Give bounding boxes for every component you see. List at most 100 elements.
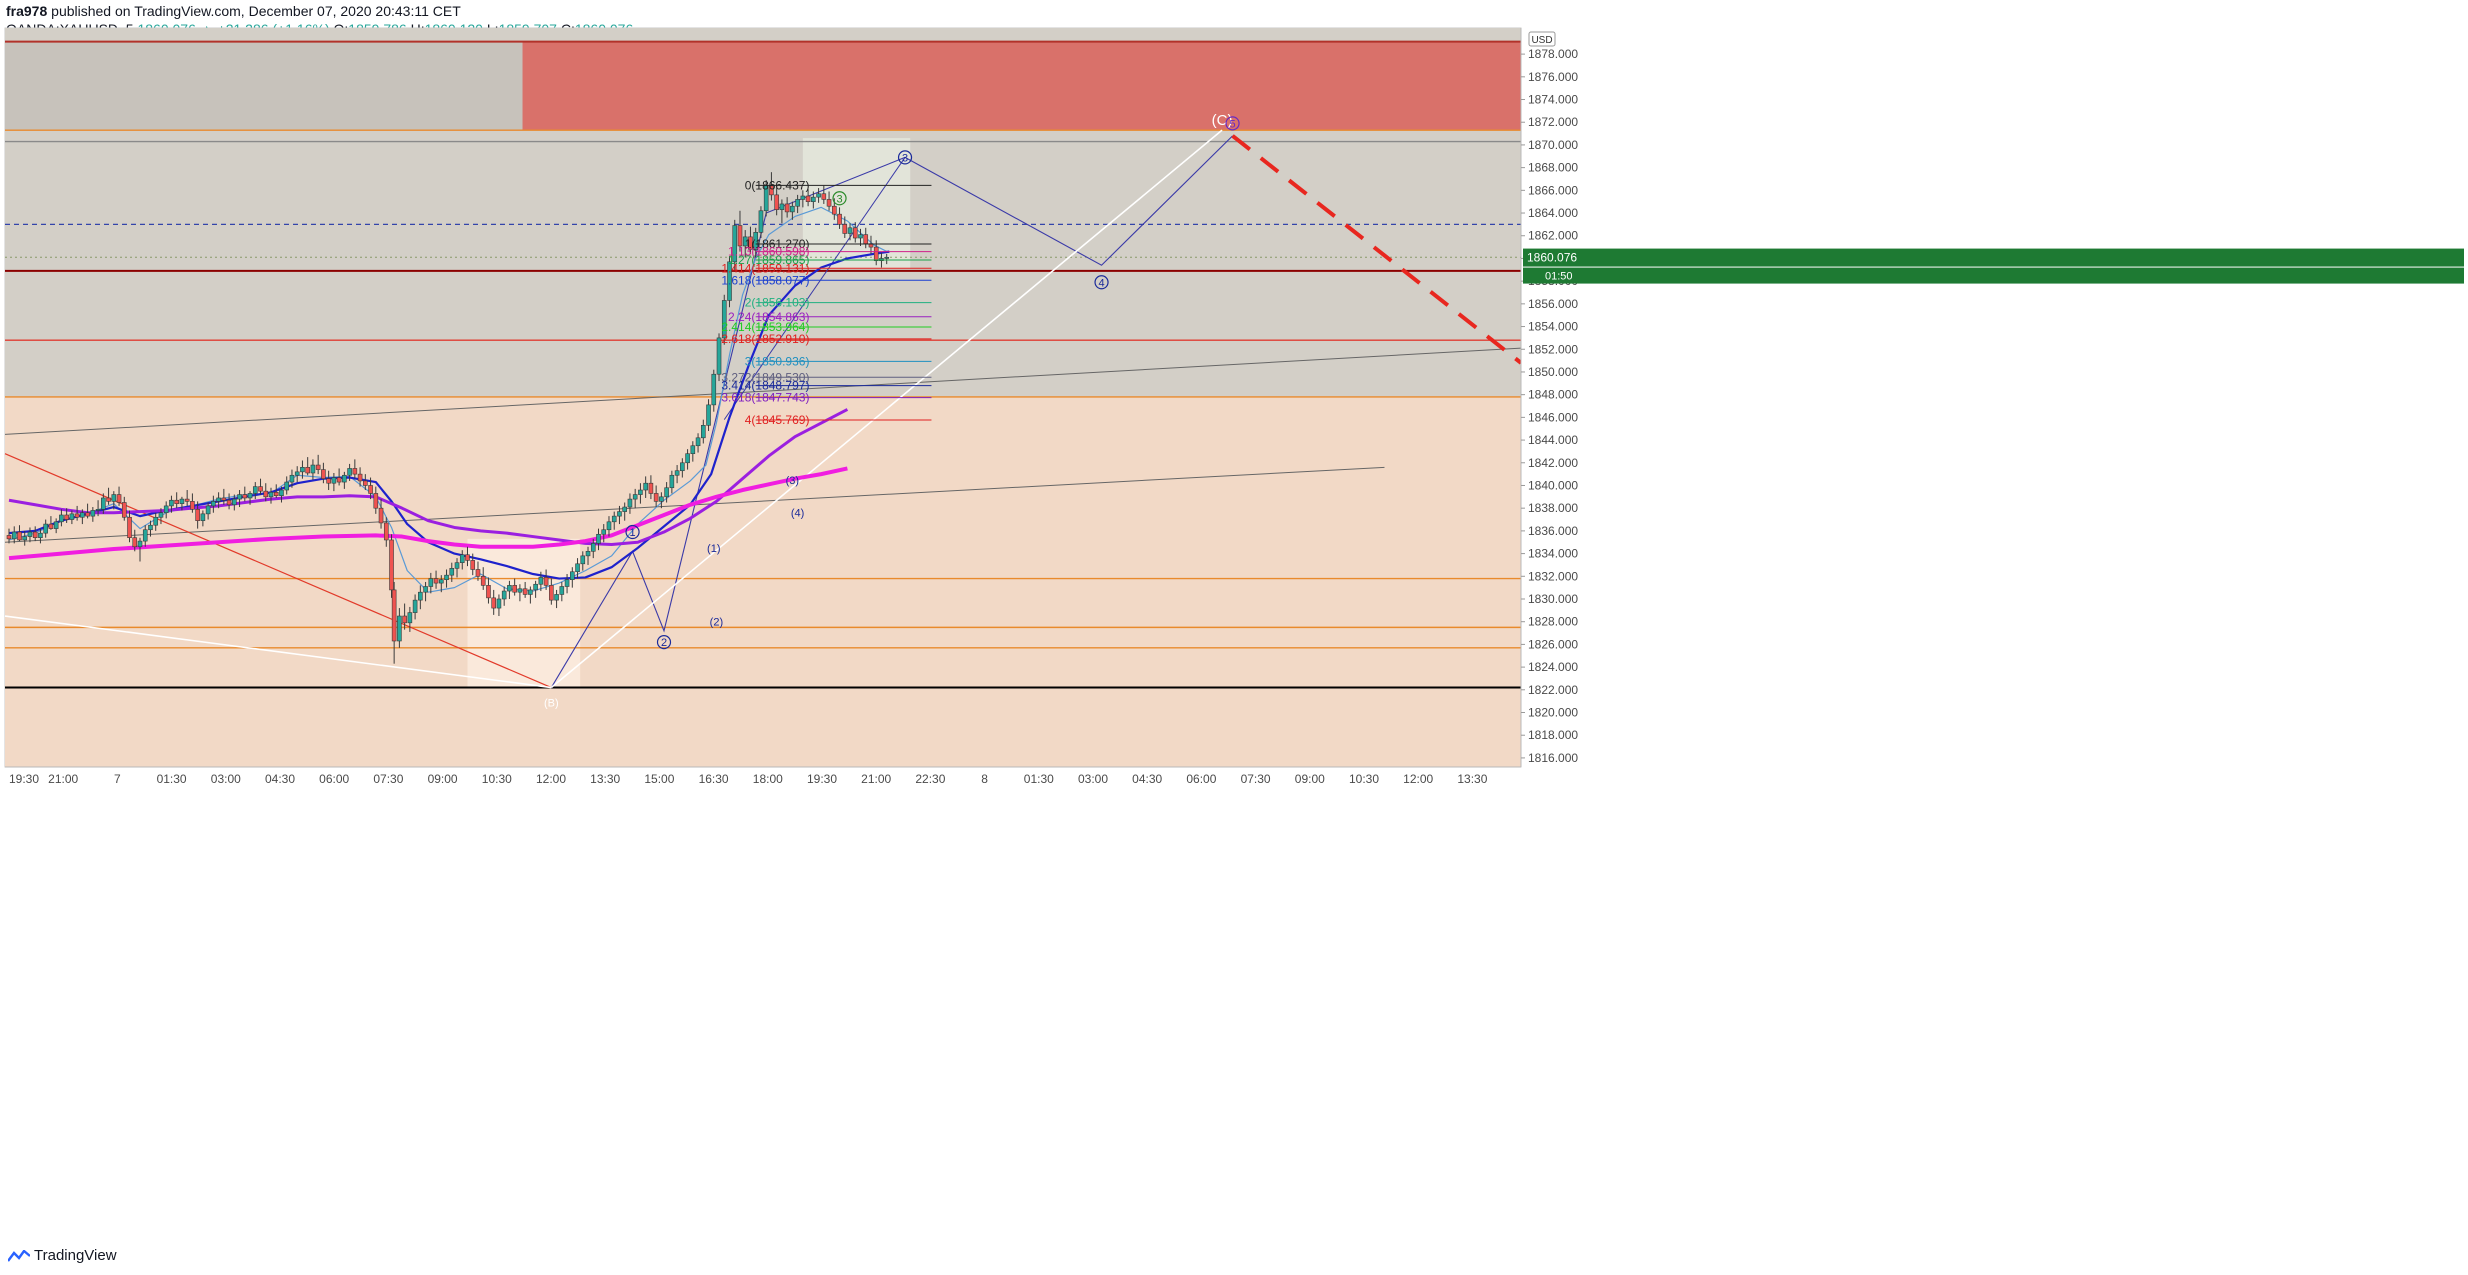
time-tick-label: 13:30 xyxy=(1457,772,1487,786)
time-tick-label: 01:30 xyxy=(1024,772,1054,786)
price-tick-label: 1878.000 xyxy=(1528,47,1578,61)
candle-body xyxy=(402,615,407,624)
candle-body xyxy=(522,588,528,595)
candle-body xyxy=(816,193,821,198)
price-tick-label: 1822.000 xyxy=(1528,683,1578,697)
candle-body xyxy=(590,543,596,552)
candle-body xyxy=(475,569,481,577)
candle-body xyxy=(711,373,717,406)
wave-label: (4) xyxy=(791,508,804,520)
publisher-username[interactable]: fra978 xyxy=(6,3,48,19)
candle-body xyxy=(580,555,586,565)
candle-body xyxy=(226,499,232,506)
candle-body xyxy=(137,540,143,548)
time-tick-label: 04:30 xyxy=(265,772,295,786)
candle-body xyxy=(643,482,648,491)
candle-body xyxy=(622,506,628,512)
candle-body xyxy=(800,195,806,200)
wave-label: 3 xyxy=(836,193,842,205)
candle-body xyxy=(528,589,533,595)
price-tick-label: 1876.000 xyxy=(1528,70,1578,84)
candle-body xyxy=(27,531,33,537)
fib-level-label: 1(1861.270) xyxy=(745,237,810,251)
ma_magenta-line xyxy=(8,466,848,561)
candle-body xyxy=(232,498,237,506)
candle-body xyxy=(559,586,565,595)
price-tick-label: 1830.000 xyxy=(1528,592,1578,606)
price-tick-label: 1846.000 xyxy=(1528,410,1578,424)
axes: 1878.000 1876.000 1874.000 1872.000 1870.000… xyxy=(5,28,2466,786)
candle-body xyxy=(685,453,690,464)
peach-zone xyxy=(5,396,1521,767)
time-tick-label: 15:00 xyxy=(644,772,674,786)
fib-level-label: 1.13(1860.598) xyxy=(728,245,809,259)
candle-body xyxy=(247,493,253,499)
price-tick-label: 1856.000 xyxy=(1528,297,1578,311)
target-box xyxy=(802,138,911,269)
candle-body xyxy=(378,507,384,524)
price-tick-label: 1848.000 xyxy=(1528,388,1578,402)
last-price-tag-label: 1860.076 xyxy=(1527,251,1577,265)
candle-body xyxy=(533,583,538,591)
time-tick-label: 12:00 xyxy=(536,772,566,786)
candle-body xyxy=(69,513,75,520)
candle-body xyxy=(315,464,321,470)
candle-body xyxy=(569,571,575,580)
fib-level-label: 3.618(1847.743) xyxy=(721,391,809,405)
time-tick-label: 7 xyxy=(114,772,121,786)
tradingview-logo[interactable]: TradingView xyxy=(8,1247,117,1264)
candle-body xyxy=(352,468,358,475)
price-tick-label: 1836.000 xyxy=(1528,524,1578,538)
candle-body xyxy=(111,494,117,502)
candle-body xyxy=(64,514,69,520)
candle-body xyxy=(826,199,832,207)
candle-body xyxy=(101,497,106,510)
candle-body xyxy=(179,498,185,504)
white-projection xyxy=(550,129,1223,689)
candle-body xyxy=(310,464,316,474)
candle-body xyxy=(289,474,295,483)
candle-body xyxy=(784,203,790,213)
candle-body xyxy=(95,509,101,511)
candle-body xyxy=(601,529,607,535)
price-tick-label: 1870.000 xyxy=(1528,138,1578,152)
candle-body xyxy=(805,195,811,202)
candle-body xyxy=(38,532,43,538)
fib-level-label: 2.24(1854.863) xyxy=(728,310,809,324)
price-tick-label: 1840.000 xyxy=(1528,478,1578,492)
candle-body xyxy=(237,494,242,500)
price-tick-label: 1816.000 xyxy=(1528,751,1578,765)
currency-box xyxy=(1528,31,1556,47)
candles xyxy=(6,172,890,664)
candle-body xyxy=(263,490,269,498)
candle-body xyxy=(470,560,476,570)
candle-body xyxy=(721,300,727,339)
candle-body xyxy=(142,529,148,542)
candle-body xyxy=(496,598,502,609)
currency-label: USD xyxy=(1531,35,1552,46)
time-tick-label: 10:30 xyxy=(1349,772,1379,786)
time-tick-label: 21:00 xyxy=(861,772,891,786)
candle-body xyxy=(342,474,347,483)
price-tick-label: 1872.000 xyxy=(1528,115,1578,129)
candle-body xyxy=(428,578,434,587)
candle-body xyxy=(22,536,28,541)
candle-body xyxy=(507,585,512,592)
price-tick-label: 1838.000 xyxy=(1528,501,1578,515)
candle-body xyxy=(397,615,402,642)
supply-zone xyxy=(522,41,1521,131)
candle-body xyxy=(449,568,455,576)
wave-label: 4 xyxy=(1098,277,1104,289)
wave-labels: (C)5 3 3 4 1 2 (1) (2) (3) (4) (B) xyxy=(544,112,1240,709)
time-tick-label: 09:00 xyxy=(1295,772,1325,786)
candle-body xyxy=(389,539,394,591)
candle-body xyxy=(596,533,601,544)
time-tick-label: 18:00 xyxy=(753,772,783,786)
candle-body xyxy=(758,210,764,233)
candle-body xyxy=(221,497,227,501)
channel-line xyxy=(723,157,906,420)
candle-body xyxy=(831,205,837,215)
candle-body xyxy=(617,511,622,517)
candle-body xyxy=(680,462,685,472)
